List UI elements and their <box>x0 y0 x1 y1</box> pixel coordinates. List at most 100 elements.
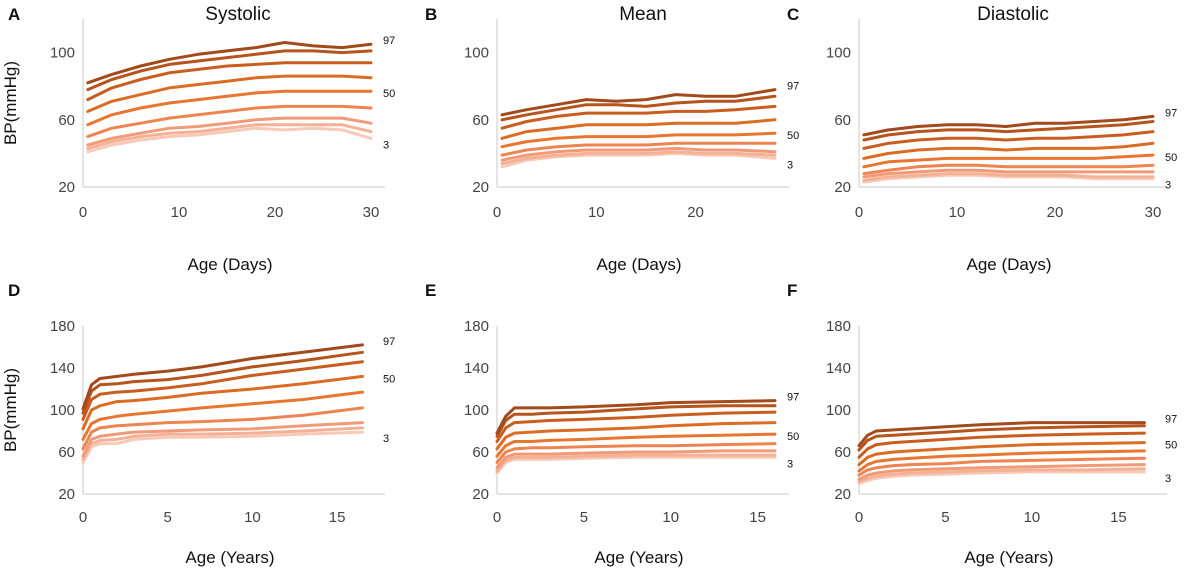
y-tick-label: 60 <box>58 112 75 129</box>
series-line-p10 <box>495 449 777 470</box>
x-axis-label: Age (Years) <box>964 548 1053 567</box>
percentile-label-50: 50 <box>1165 440 1177 452</box>
series-line-p90 <box>81 360 364 421</box>
series-line-p25 <box>495 442 777 464</box>
y-tick-label: 20 <box>58 486 75 503</box>
x-tick-label: 10 <box>171 204 188 221</box>
percentile-label-50: 50 <box>787 431 799 443</box>
y-tick-label: 180 <box>826 318 851 335</box>
percentile-label-3: 3 <box>383 433 389 445</box>
x-tick-label: 0 <box>79 204 87 221</box>
series-line-p10 <box>86 116 373 147</box>
y-tick-label: 20 <box>472 486 489 503</box>
panel-letter: F <box>787 281 797 300</box>
x-tick-label: 5 <box>941 509 949 526</box>
percentile-label-3: 3 <box>787 458 793 470</box>
series-line-p50 <box>500 131 777 149</box>
y-tick-label: 20 <box>58 179 75 196</box>
series-line-p50 <box>862 153 1155 169</box>
y-tick-label: 180 <box>50 318 75 335</box>
series-line-p97 <box>857 421 1146 448</box>
series-line-p97 <box>81 343 364 411</box>
y-tick-label: 140 <box>464 360 489 377</box>
chart-title: Mean <box>619 4 667 25</box>
x-tick-label: 20 <box>267 204 284 221</box>
series-line-p10 <box>857 463 1146 481</box>
y-tick-label: 20 <box>834 486 851 503</box>
series-line-p50 <box>86 89 373 127</box>
x-tick-label: 30 <box>1145 204 1162 221</box>
x-tick-label: 15 <box>749 509 766 526</box>
panel-a: A Systolic 20 60 100 0 10 20 30 Age (Days) BP(mmHg… <box>1 4 395 274</box>
percentile-label-3: 3 <box>1165 180 1171 192</box>
x-tick-label: 20 <box>687 204 704 221</box>
series-line-p3 <box>86 126 373 154</box>
percentile-label-97: 97 <box>1165 414 1177 426</box>
x-axis-label: Age (Years) <box>594 548 683 567</box>
x-axis-label: Age (Days) <box>187 255 272 274</box>
x-tick-label: 0 <box>855 204 863 221</box>
series-line-p3 <box>857 470 1146 485</box>
x-tick-label: 10 <box>244 509 261 526</box>
series-line-p25 <box>857 456 1146 477</box>
percentile-label-97: 97 <box>787 392 799 404</box>
series-line-p10 <box>862 168 1155 179</box>
y-tick-label: 140 <box>826 360 851 377</box>
percentile-label-97: 97 <box>383 35 395 47</box>
series-line-p25 <box>81 406 364 451</box>
series-line-p25 <box>862 163 1155 176</box>
series-line-p5 <box>495 453 777 473</box>
series-line-p75 <box>857 441 1146 467</box>
series-line-p95 <box>500 94 777 122</box>
series-line-p10 <box>81 421 364 458</box>
x-tick-label: 0 <box>79 509 87 526</box>
y-tick-label: 180 <box>464 318 489 335</box>
series-line-p75 <box>81 374 364 431</box>
x-tick-label: 5 <box>580 509 588 526</box>
percentile-label-3: 3 <box>1165 473 1171 485</box>
series-line-p95 <box>857 424 1146 452</box>
series-line-p95 <box>81 350 364 415</box>
y-tick-label: 100 <box>464 45 489 62</box>
series-line-p50 <box>857 449 1146 473</box>
panel-letter: E <box>425 281 436 300</box>
series-line-p95 <box>495 404 777 438</box>
x-tick-label: 0 <box>855 509 863 526</box>
x-tick-label: 5 <box>164 509 172 526</box>
series-line-p90 <box>857 431 1146 459</box>
y-tick-label: 100 <box>50 45 75 62</box>
x-tick-label: 0 <box>493 204 501 221</box>
panel-letter: A <box>8 5 20 24</box>
y-tick-label: 100 <box>50 402 75 419</box>
x-tick-label: 0 <box>493 509 501 526</box>
series-line-p3 <box>495 455 777 475</box>
y-tick-label: 100 <box>464 402 489 419</box>
series-line-p25 <box>500 141 777 157</box>
y-axis-label: BP(mmHg) <box>1 61 20 145</box>
x-tick-label: 10 <box>949 204 966 221</box>
series-line-p50 <box>495 432 777 458</box>
y-tick-label: 60 <box>834 112 851 129</box>
series-line-p75 <box>500 118 777 140</box>
series-line-p3 <box>500 151 777 169</box>
series-line-p90 <box>500 104 777 130</box>
y-tick-label: 60 <box>472 112 489 129</box>
x-tick-label: 15 <box>329 509 346 526</box>
x-tick-label: 30 <box>363 204 380 221</box>
y-tick-label: 100 <box>826 402 851 419</box>
chart-title: Systolic <box>205 4 270 25</box>
y-tick-label: 20 <box>834 179 851 196</box>
x-tick-label: 10 <box>662 509 679 526</box>
series-line-p3 <box>862 173 1155 184</box>
y-axis-label: BP(mmHg) <box>1 368 20 452</box>
series-line-p90 <box>86 61 373 102</box>
y-tick-label: 60 <box>472 444 489 461</box>
percentile-label-97: 97 <box>383 336 395 348</box>
percentile-label-50: 50 <box>1165 152 1177 164</box>
series-line-p3 <box>81 430 364 464</box>
series-line-p5 <box>857 467 1146 483</box>
panel-c: C Diastolic 20 60 100 0 10 20 30 Age (Days) 97 50 3 <box>787 4 1177 274</box>
x-axis-label: Age (Days) <box>596 255 681 274</box>
series-line-p75 <box>86 74 373 113</box>
series-line-p50 <box>81 390 364 441</box>
